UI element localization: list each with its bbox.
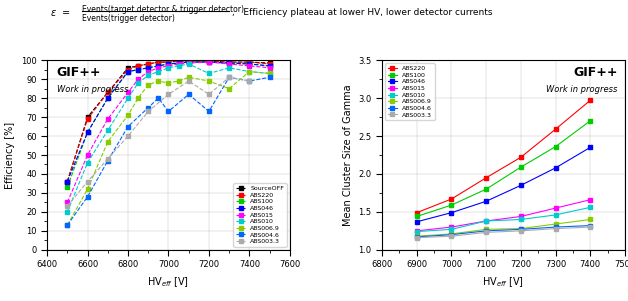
Text: Work in progress: Work in progress	[546, 85, 617, 94]
Text: Work in progress: Work in progress	[57, 85, 128, 94]
Text: GIF++: GIF++	[57, 66, 101, 79]
X-axis label: HV$_{eff}$ [V]: HV$_{eff}$ [V]	[148, 275, 190, 289]
Text: Events(target detector & trigger detector): Events(target detector & trigger detecto…	[82, 5, 244, 14]
Text: Events(trigger detector): Events(trigger detector)	[82, 14, 175, 23]
Y-axis label: Mean Cluster Size of Gamma: Mean Cluster Size of Gamma	[343, 84, 353, 226]
Legend: ABS220, ABS100, ABS046, ABS015, ABS010, ABS006.9, ABS004.6, ABS003.3: ABS220, ABS100, ABS046, ABS015, ABS010, …	[385, 63, 435, 120]
Text: $\varepsilon$  =: $\varepsilon$ =	[50, 8, 71, 17]
Text: ,   Efficiency plateau at lower HV, lower detector currents: , Efficiency plateau at lower HV, lower …	[232, 8, 493, 17]
Y-axis label: Efficiency [%]: Efficiency [%]	[6, 121, 15, 189]
Text: GIF++: GIF++	[573, 66, 617, 79]
Legend: SourceOFF, ABS220, ABS100, ABS046, ABS015, ABS010, ABS006.9, ABS004.6, ABS003.3: SourceOFF, ABS220, ABS100, ABS046, ABS01…	[234, 183, 287, 247]
X-axis label: HV$_{eff}$ [V]: HV$_{eff}$ [V]	[482, 275, 524, 289]
